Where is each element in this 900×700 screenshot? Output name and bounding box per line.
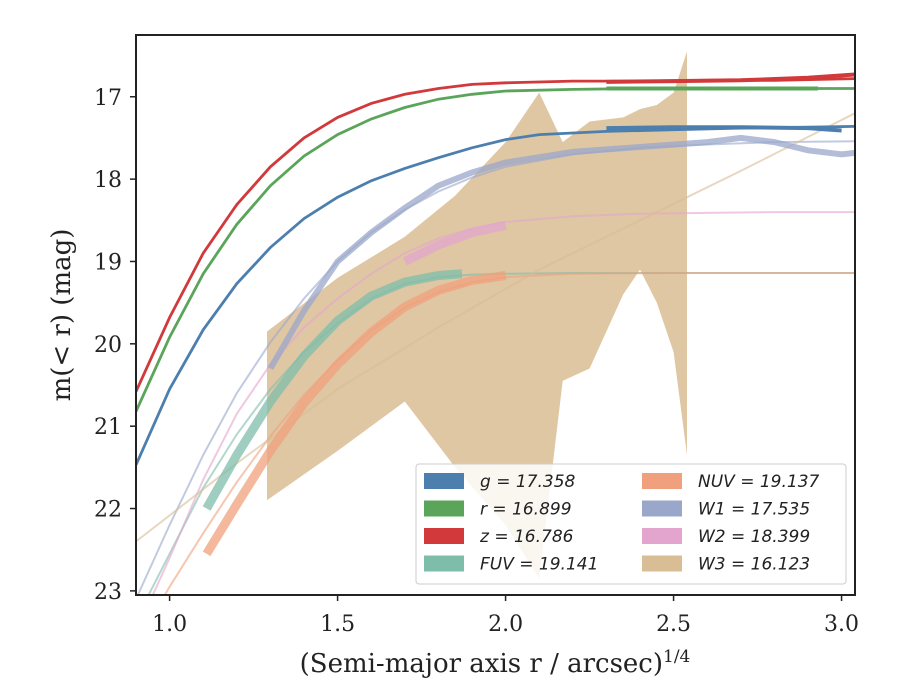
legend-swatch-w3 — [642, 555, 682, 572]
plot-data-layer — [136, 51, 855, 595]
legend-swatch-g — [424, 473, 464, 489]
legend-label-w2: W2 = 18.399 — [698, 527, 810, 547]
legend-label-g: g = 17.358 — [480, 472, 576, 492]
legend-label-nuv: NUV = 19.137 — [698, 472, 820, 492]
legend: g = 17.358 r = 16.899 z = 16.786 FUV = 19.1… — [415, 463, 847, 585]
legend-swatch-r — [424, 500, 464, 517]
x-tick-label: 2.5 — [656, 612, 691, 637]
y-tick-label: 18 — [94, 168, 122, 193]
legend-swatch-w2 — [642, 528, 682, 544]
obs-curve-w2 — [402, 220, 507, 266]
model-curve-g — [136, 125, 855, 466]
y-tick-label: 19 — [94, 250, 122, 275]
y-tick-label: 20 — [94, 333, 122, 358]
model-curve-w2 — [151, 211, 855, 595]
legend-box — [415, 463, 847, 585]
legend-label-z: z = 16.786 — [479, 527, 574, 547]
legend-swatch-z — [424, 528, 464, 544]
legend-label-w1: W1 = 17.535 — [698, 500, 810, 520]
legend-swatch-w1 — [642, 500, 682, 517]
x-axis-label: (Semi-major axis r / arcsec)1/4 — [300, 647, 691, 679]
model-curve-w3 — [136, 112, 855, 543]
y-tick-label: 17 — [94, 86, 122, 111]
obs-curve-fuv — [202, 269, 463, 511]
obs-curve-g — [606, 125, 842, 133]
x-tick-label: 1.0 — [152, 612, 187, 637]
x-tick-label: 1.5 — [320, 612, 355, 637]
legend-label-r: r = 16.899 — [480, 500, 572, 520]
y-tick-label: 23 — [94, 580, 122, 605]
legend-label-fuv: FUV = 19.141 — [480, 555, 598, 575]
plot-frame — [135, 34, 856, 596]
y-axis-label: m(< r) (mag) — [47, 229, 77, 402]
legend-swatch-fuv — [424, 555, 464, 572]
obs-curve-z — [606, 72, 855, 84]
obs-curve-w1 — [267, 134, 855, 371]
legend-label-w3: W3 = 16.123 — [698, 555, 810, 575]
x-tick-label: 2.0 — [488, 612, 523, 637]
x-tick-label: 3.0 — [824, 612, 859, 637]
band-w3 — [267, 51, 687, 579]
obs-curve-nuv — [202, 271, 507, 557]
y-tick-label: 22 — [94, 498, 122, 523]
axis-ticks: 1.0 1.5 2.0 2.5 3.0 17 18 19 20 21 22 23 — [94, 86, 859, 637]
legend-swatch-nuv — [642, 473, 682, 489]
y-tick-label: 21 — [94, 415, 122, 440]
